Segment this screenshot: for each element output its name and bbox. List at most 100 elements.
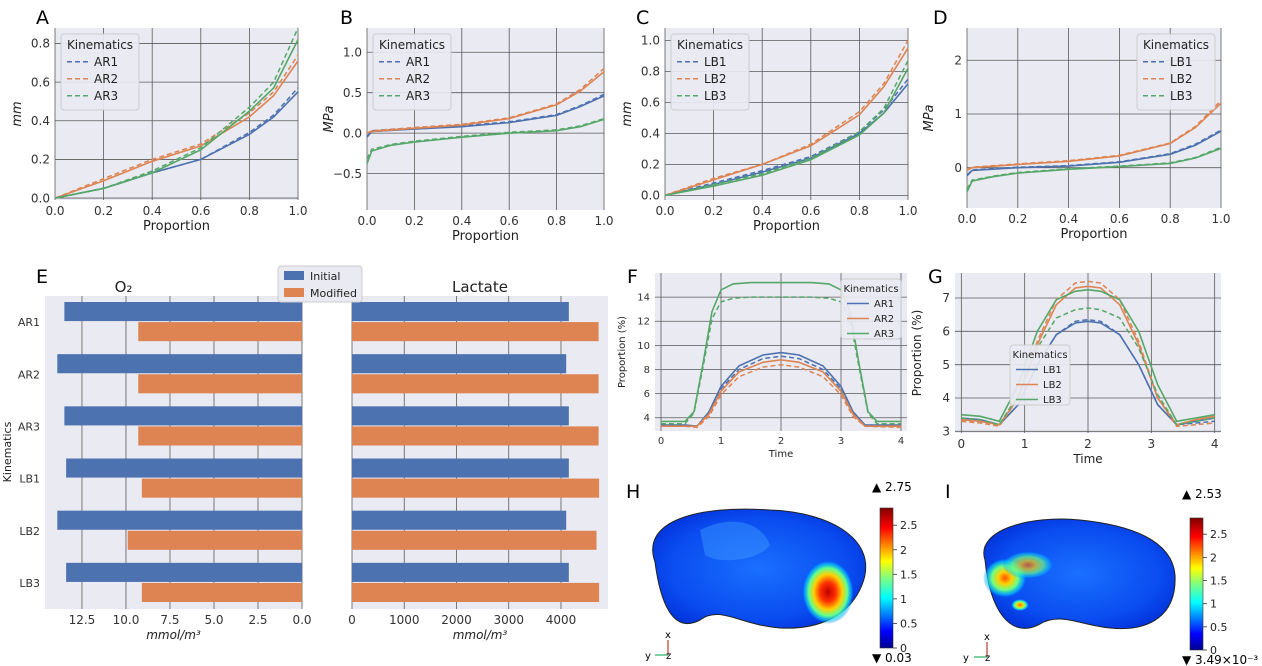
bar-modified bbox=[138, 374, 302, 394]
bar-modified bbox=[138, 322, 302, 342]
panel-label-b: B bbox=[340, 7, 353, 29]
legend-entry: AR1 bbox=[874, 299, 894, 310]
bar-modified bbox=[352, 582, 600, 602]
panel-label-i: I bbox=[945, 481, 951, 503]
x-tick-label: 0.6 bbox=[801, 204, 820, 218]
legend: Kinematics AR1 AR2 AR3 bbox=[840, 278, 902, 340]
y-tick-label: 0.2 bbox=[31, 153, 50, 167]
legend-swatch bbox=[284, 271, 304, 280]
series-line-ar2-modified bbox=[661, 363, 902, 429]
colorbar-tick-label: 2 bbox=[1210, 551, 1217, 564]
y-axis-label: Proportion (%) bbox=[617, 316, 628, 388]
colorbar-tick-label: 2.5 bbox=[900, 519, 918, 532]
axis-y-label: y bbox=[963, 653, 969, 664]
y-tick-label: 0.6 bbox=[31, 75, 50, 89]
series-line-ar2 bbox=[54, 60, 299, 199]
y-tick-label: 0.6 bbox=[641, 96, 660, 110]
plot-area bbox=[45, 296, 302, 609]
y-tick-label: LB1 bbox=[19, 473, 40, 486]
panel-label-h: H bbox=[626, 481, 640, 503]
x-tick-label: 0.8 bbox=[547, 214, 566, 228]
legend-entry: LB1 bbox=[704, 55, 727, 69]
panel-label-c: C bbox=[636, 7, 649, 29]
bar-modified bbox=[352, 478, 600, 498]
series-line-lb3 bbox=[966, 147, 1222, 193]
series-line-lb3 bbox=[961, 288, 1215, 423]
legend-entry: AR2 bbox=[406, 72, 430, 86]
y-tick-label: 0.5 bbox=[343, 86, 362, 100]
panel-label-d: D bbox=[933, 7, 948, 29]
x-tick-label: 7.5 bbox=[160, 613, 179, 627]
colorbar-tick-label: 0.5 bbox=[1210, 621, 1228, 634]
bar-modified bbox=[352, 530, 597, 550]
colorbar-tick-label: 1.5 bbox=[900, 568, 918, 581]
bar-initial bbox=[352, 562, 569, 582]
bar-initial bbox=[57, 354, 303, 374]
panel-label-f: F bbox=[627, 266, 638, 288]
colorbar bbox=[1189, 517, 1204, 651]
y-tick-label: 6 bbox=[942, 325, 950, 339]
legend-box bbox=[670, 33, 750, 111]
bar-modified bbox=[352, 426, 599, 446]
colorbar-tick-label: 1 bbox=[1210, 598, 1217, 611]
series-line-lb2-modified bbox=[664, 40, 909, 197]
colorbar-tick-label: 0.5 bbox=[900, 617, 918, 630]
bar-modified bbox=[138, 426, 302, 446]
axis-x-label: x bbox=[665, 630, 671, 641]
y-axis-label: Kinematics bbox=[1, 421, 14, 482]
bar-modified bbox=[352, 322, 599, 342]
y-tick-label: 1.0 bbox=[641, 34, 660, 48]
colorbar-tick-label: 0 bbox=[1210, 644, 1217, 657]
legend-entry: LB2 bbox=[1043, 380, 1062, 391]
x-tick-label: 5.0 bbox=[204, 613, 223, 627]
chart-panel-b: 0.0 0.2 0.4 0.6 0.8 1.0 −0.5 0.0 0.5 1.0 Proportio… bbox=[322, 28, 614, 244]
y-tick-label: 1 bbox=[954, 107, 962, 121]
y-tick-label: −0.5 bbox=[333, 167, 362, 181]
bar-initial bbox=[64, 302, 303, 322]
y-tick-label: 1.0 bbox=[343, 45, 362, 59]
legend-entry: AR2 bbox=[94, 72, 118, 86]
series-line-ar3 bbox=[54, 39, 299, 199]
y-tick-label: LB2 bbox=[19, 525, 40, 538]
y-axis-label: MPa bbox=[322, 105, 337, 132]
y-tick-label: 0.8 bbox=[31, 37, 50, 51]
x-tick-label: 0.8 bbox=[1161, 212, 1180, 226]
legend-entry: AR1 bbox=[406, 55, 430, 69]
colorbar-tick-label: 2 bbox=[900, 544, 907, 557]
panel-label-g: G bbox=[928, 266, 943, 288]
colorbar-ticks: 2.5 2 1.5 1 0.5 0 bbox=[1203, 528, 1228, 657]
hotspot-small bbox=[1011, 599, 1029, 611]
bar-initial bbox=[66, 458, 302, 478]
series-line-ar2-modified bbox=[54, 54, 299, 199]
legend-entry: LB2 bbox=[704, 72, 727, 86]
x-tick-label: 0.0 bbox=[292, 613, 311, 627]
bar-initial bbox=[57, 510, 303, 530]
bar-initial bbox=[352, 510, 567, 530]
colorbar-ticks: 2.5 2 1.5 1 0.5 0 bbox=[893, 519, 918, 655]
subplot-title: Lactate bbox=[452, 278, 508, 296]
x-tick-label: 0.8 bbox=[850, 204, 869, 218]
x-tick-label: 0.2 bbox=[405, 214, 424, 228]
bar-initial bbox=[352, 302, 569, 322]
x-tick-label: 0.4 bbox=[452, 214, 471, 228]
x-tick-label: 1.0 bbox=[594, 214, 613, 228]
bar-initial bbox=[352, 458, 569, 478]
x-tick-label: 4 bbox=[898, 436, 904, 447]
bar-modified bbox=[141, 478, 302, 498]
x-tick-label: 0 bbox=[958, 437, 966, 451]
legend-box bbox=[840, 278, 902, 340]
y-tick-label: 0.4 bbox=[641, 127, 660, 141]
panel-label-e: E bbox=[36, 266, 48, 288]
x-tick-label: 1 bbox=[1021, 437, 1029, 451]
x-tick-label: 4 bbox=[1211, 437, 1219, 451]
legend-entry: LB1 bbox=[1043, 365, 1062, 376]
kidney-mesh bbox=[983, 518, 1176, 630]
y-tick-label: AR2 bbox=[18, 368, 40, 381]
legend-box bbox=[1136, 33, 1216, 111]
kidney-region-light bbox=[700, 521, 770, 561]
colorbar-tick-label: 1.5 bbox=[1210, 575, 1228, 588]
y-tick-label: 0.2 bbox=[641, 158, 660, 172]
plot-area bbox=[352, 296, 608, 609]
legend-swatch bbox=[284, 288, 304, 297]
